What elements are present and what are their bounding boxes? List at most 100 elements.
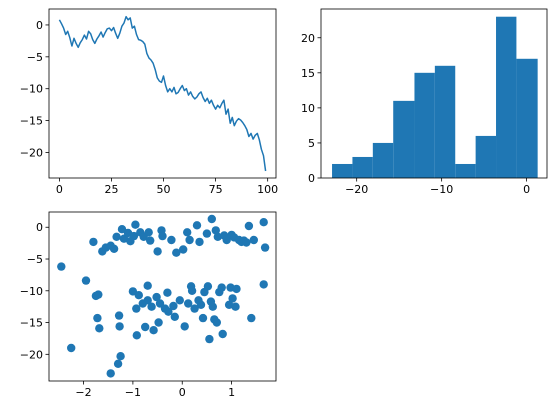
scatter-point bbox=[143, 281, 152, 290]
scatter-point bbox=[89, 237, 98, 247]
x-tick-label: −1 bbox=[125, 386, 141, 399]
axes-frame bbox=[48, 8, 277, 179]
histogram-bar bbox=[434, 65, 456, 178]
scatter-point bbox=[146, 236, 155, 245]
scatter-point bbox=[114, 311, 124, 320]
scatter-point bbox=[249, 235, 258, 245]
x-tick-label: 0 bbox=[56, 183, 63, 196]
scatter-point bbox=[94, 290, 103, 299]
y-tick-label: −5 bbox=[27, 51, 43, 64]
scatter-point bbox=[115, 322, 124, 331]
scatter-point bbox=[117, 225, 127, 234]
series-line bbox=[58, 15, 267, 172]
y-tick-label: 0 bbox=[36, 19, 43, 32]
scatter-point bbox=[218, 329, 227, 339]
scatter-point bbox=[180, 322, 189, 331]
y-tick-label: 10 bbox=[301, 102, 315, 115]
scatter-point bbox=[196, 300, 206, 309]
y-tick-label: −10 bbox=[20, 285, 43, 298]
scatter-chart-panel: −2 −1 0 10−5−10−15−20 bbox=[20, 211, 277, 399]
histogram-bar bbox=[332, 163, 353, 178]
scatter-point bbox=[154, 318, 163, 327]
scatter-point bbox=[170, 312, 179, 321]
x-tick-label: 0 bbox=[523, 183, 530, 196]
y-tick-label: −15 bbox=[20, 115, 43, 128]
scatter-point bbox=[106, 369, 115, 378]
scatter-point bbox=[158, 231, 167, 241]
scatter-point bbox=[187, 286, 197, 295]
scatter-point bbox=[198, 313, 208, 323]
scatter-point bbox=[202, 229, 212, 238]
scatter-point bbox=[93, 313, 102, 323]
y-tick-label: −20 bbox=[20, 348, 43, 361]
x-tick-label: 0 bbox=[179, 386, 186, 399]
scatter-point bbox=[247, 313, 256, 323]
histogram-bar bbox=[455, 163, 476, 178]
scatter-point bbox=[224, 300, 234, 309]
scatter-point bbox=[129, 231, 139, 241]
scatter-point bbox=[144, 228, 153, 237]
scatter-point bbox=[163, 288, 172, 297]
scatter-point bbox=[141, 322, 150, 332]
axis-ticks: 0 25 50 75 100 0 −5 −10 −15 −20 bbox=[20, 19, 278, 196]
histogram-panel: −20 −10 0 0 5 10 15 20 bbox=[301, 8, 548, 196]
scatter-point bbox=[112, 232, 121, 241]
histogram-bar bbox=[393, 100, 415, 178]
scatter-point bbox=[147, 302, 156, 311]
scatter-point bbox=[190, 304, 199, 313]
x-tick-label: 50 bbox=[157, 183, 171, 196]
histogram-bar bbox=[372, 142, 394, 178]
scatter-point bbox=[164, 307, 173, 316]
y-tick-label: 0 bbox=[36, 221, 43, 234]
scatter-point bbox=[212, 318, 221, 327]
scatter-point bbox=[232, 284, 241, 294]
axis-ticks: −2 −1 0 10−5−10−15−20 bbox=[20, 221, 235, 399]
scatter-point bbox=[95, 324, 104, 333]
x-tick-label: 1 bbox=[228, 386, 235, 399]
scatter-point bbox=[143, 296, 152, 305]
scatter-point bbox=[244, 221, 254, 231]
scatter-point bbox=[134, 291, 143, 300]
scatter-point bbox=[208, 302, 217, 311]
histogram-bar bbox=[516, 58, 538, 178]
scatter-point bbox=[192, 221, 202, 230]
scatter-point bbox=[109, 244, 119, 253]
histogram-bar bbox=[414, 72, 435, 178]
y-tick-label: 5 bbox=[308, 137, 315, 150]
scatter-point bbox=[211, 226, 220, 235]
scatter-point bbox=[184, 299, 193, 308]
scatter-point bbox=[205, 334, 214, 344]
axis-ticks: −20 −10 0 0 5 10 15 20 bbox=[301, 32, 530, 196]
histogram-bars bbox=[332, 16, 538, 178]
scatter-point bbox=[169, 301, 178, 311]
x-tick-label: 75 bbox=[209, 183, 223, 196]
histogram-bar bbox=[496, 16, 517, 178]
scatter-point bbox=[113, 359, 123, 368]
x-tick-label: −20 bbox=[345, 183, 368, 196]
scatter-point bbox=[167, 235, 176, 245]
y-tick-label: −20 bbox=[20, 146, 43, 159]
scatter-point bbox=[149, 326, 158, 335]
y-tick-label: −5 bbox=[27, 253, 43, 266]
line-chart-panel: 0 25 50 75 100 0 −5 −10 −15 −20 bbox=[20, 8, 278, 196]
scatter-point bbox=[213, 232, 222, 241]
y-tick-label: −10 bbox=[20, 83, 43, 96]
histogram-bar bbox=[475, 135, 497, 178]
axes-frame bbox=[320, 8, 548, 179]
scatter-point bbox=[260, 243, 270, 252]
scatter-point bbox=[116, 352, 125, 361]
x-tick-label: −2 bbox=[75, 386, 91, 399]
scatter-point bbox=[207, 214, 216, 224]
scatter-point bbox=[132, 331, 141, 340]
scatter-point bbox=[195, 237, 204, 247]
scatter-point bbox=[57, 262, 66, 271]
scatter-point bbox=[228, 294, 237, 303]
scatter-point bbox=[81, 276, 91, 285]
scatter-point bbox=[183, 228, 192, 237]
scatter-point bbox=[259, 280, 268, 289]
scatter-point bbox=[67, 343, 76, 353]
scatter-point bbox=[152, 292, 161, 302]
x-tick-label: 100 bbox=[257, 183, 278, 196]
scatter-point bbox=[231, 302, 240, 311]
scatter-point bbox=[131, 220, 140, 229]
